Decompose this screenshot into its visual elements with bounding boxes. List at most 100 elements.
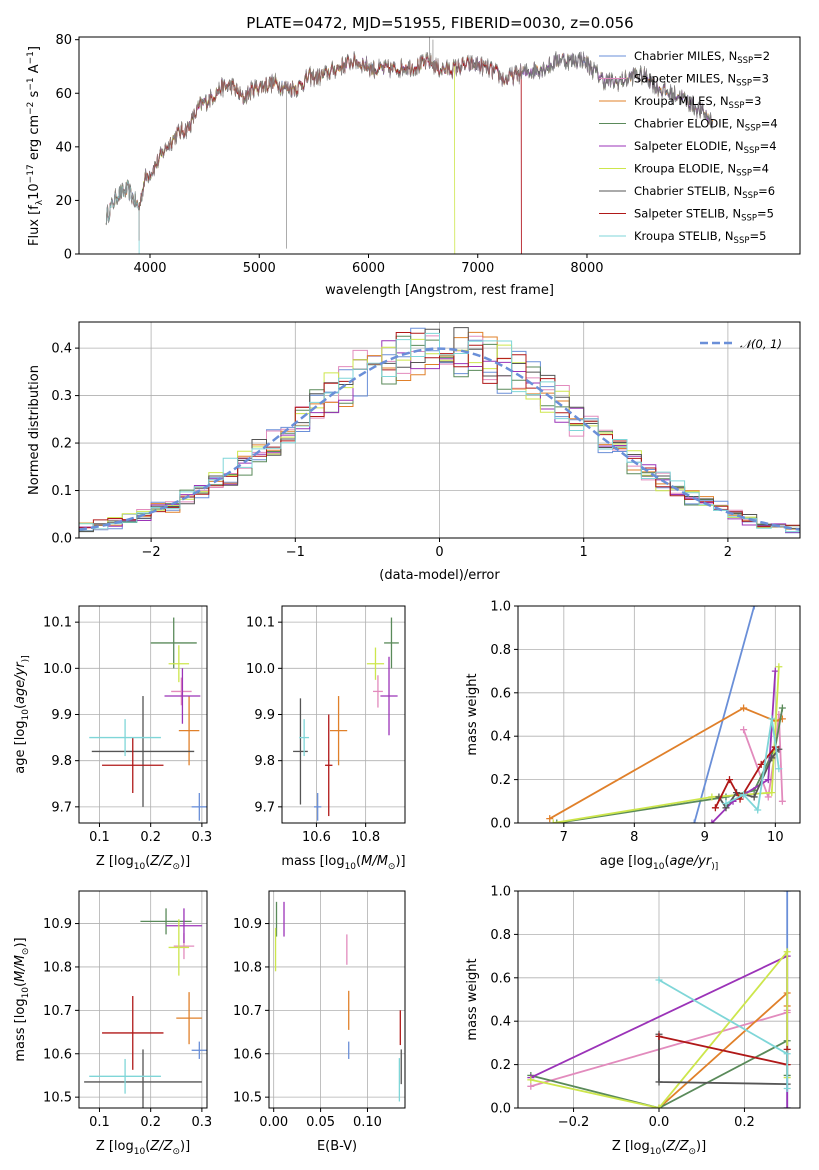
ytick-label: 0.6	[490, 971, 511, 986]
xtick-label: 0.1	[89, 830, 110, 845]
weight-marker-kroupa_elodie	[783, 948, 791, 956]
xtick-label: 0.10	[353, 1115, 382, 1130]
ytick-label: 0.1	[51, 484, 72, 499]
axes-frame	[517, 605, 801, 824]
xtick-label: 1	[580, 545, 588, 560]
spectrum-panel: 4000 5000 6000 7000 8000 0 20 40 60 80 wavelength …	[26, 33, 801, 298]
ytick-label: 0.0	[490, 1102, 511, 1117]
axes-frame	[268, 890, 406, 1109]
ytick-label: 20	[55, 194, 72, 209]
ytick-label: 9.9	[51, 708, 72, 723]
xtick-label: 8	[630, 830, 638, 845]
weight-marker-chabrier_miles	[750, 606, 758, 610]
ytick-label: 0.8	[490, 928, 511, 943]
weight-vs-Z-ylabel: mass weight	[465, 958, 480, 1040]
ytick-label: 9.7	[254, 800, 275, 815]
weight-marker-kroupa_elodie	[708, 793, 716, 801]
ytick-label: 0.8	[490, 643, 511, 658]
weight-line-kroupa_elodie	[553, 666, 780, 823]
weight-marker-kroupa_stelib	[783, 1050, 791, 1058]
ytick-label: 40	[55, 140, 72, 155]
weight-marker-salpeter_elodie	[708, 819, 716, 823]
spectrum-ylabel: Flux [fλ10−17 erg cm−2 s−1 A−1]	[26, 46, 45, 246]
mass-vs-Z-points	[84, 908, 207, 1108]
xtick-label: 10.6	[302, 830, 331, 845]
weight-vs-Z-ylabel-group: mass weight	[465, 958, 480, 1040]
weight-marker-salpeter_elodie	[764, 776, 772, 784]
weight-marker-kroupa_stelib	[783, 1084, 791, 1092]
weight-marker-chabrier_miles	[783, 891, 791, 895]
ytick-label: 10.5	[43, 1091, 72, 1106]
ytick-label: 10.9	[43, 917, 72, 932]
ytick-label: 0.0	[490, 817, 511, 832]
grid	[269, 891, 405, 1108]
age-vs-Z-xlabel: Z [log10(Z/Z⊙)]	[96, 854, 190, 872]
xtick-label: 0.00	[259, 1115, 288, 1130]
ytick-label: 0	[64, 248, 72, 263]
mass-vs-Z-ylabel-group: mass [log10(M/M⊙)]	[13, 937, 31, 1061]
ytick-label: 9.7	[51, 800, 72, 815]
weight-marker-salpeter_miles	[527, 1082, 535, 1090]
ytick-label: 10.1	[246, 616, 275, 631]
axes-frame	[281, 605, 406, 824]
weight-marker-chabrier_stelib	[655, 1078, 663, 1086]
xtick-label: 10	[767, 830, 784, 845]
histogram-salpeter_elodie	[79, 340, 800, 534]
weight-marker-kroupa_elodie	[655, 1104, 663, 1108]
ytick-label: 10.7	[43, 1004, 72, 1019]
mass-vs-Z-xlabel: Z [log10(Z/Z⊙)]	[96, 1139, 190, 1157]
legend-label-salpeter_miles: Salpeter MILES, NSSP=3	[634, 72, 769, 89]
weight-marker-salpeter_miles	[740, 726, 748, 734]
ytick-label: 9.9	[254, 708, 275, 723]
weight-marker-kroupa_elodie	[775, 663, 783, 671]
weight-marker-salpeter_stelib	[757, 760, 765, 768]
xtick-label: 0.3	[192, 830, 213, 845]
ytick-label: 10.6	[233, 1047, 262, 1062]
weight-vs-Z-series	[527, 891, 791, 1108]
weight-line-kroupa_stelib	[658, 979, 789, 1089]
residuals-panel: −2 −1 0 1 2 0.0 0.1 0.2 0.3 0.4 𝒩(0, 1) (data-model…	[27, 321, 801, 583]
grid	[282, 606, 405, 823]
weight-marker-kroupa_elodie	[527, 1076, 535, 1084]
ytick-label: 9.8	[51, 754, 72, 769]
xtick-label: 0.2	[140, 830, 161, 845]
weight-marker-chabrier_elodie	[553, 819, 561, 823]
weight-vs-Z-xlabel: Z [log10(Z/Z⊙)]	[612, 1139, 706, 1157]
weight-vs-age-panel: 7 8 9 10 0.0 0.2 0.4 0.6 0.8 1.0 age [log10(age/yr…	[465, 600, 801, 872]
legend-label-chabrier_elodie: Chabrier ELODIE, NSSP=4	[634, 117, 778, 134]
legend-label-kroupa_miles: Kroupa MILES, NSSP=3	[634, 94, 761, 111]
xtick-label: −1	[286, 545, 305, 560]
age-vs-Z-ylabel-group: age [log10(age/yr)]	[13, 655, 31, 773]
normal-legend-label: 𝒩(0, 1)	[740, 337, 782, 351]
spectrum-ylabel-group: Flux [fλ10−17 erg cm−2 s−1 A−1]	[26, 46, 45, 246]
age-vs-Z-ylabel: age [log10(age/yr)]	[13, 655, 31, 773]
spectrum-lines	[105, 37, 713, 254]
normal-curve	[79, 347, 800, 531]
model-spectrum-kroupa_stelib	[105, 180, 140, 254]
weight-marker-kroupa_stelib	[754, 806, 762, 814]
weight-marker-kroupa_stelib	[655, 976, 663, 984]
ytick-label: 0.0	[51, 532, 72, 547]
ytick-label: 0.4	[51, 342, 72, 357]
xtick-label: 0	[435, 545, 443, 560]
xtick-label: 0.0	[649, 1115, 670, 1130]
xtick-label: 4000	[133, 261, 166, 276]
weight-marker-chabrier_stelib	[750, 793, 758, 801]
weight-marker-chabrier_elodie	[778, 704, 786, 712]
ytick-label: 10.8	[43, 960, 72, 975]
xtick-label: 9	[701, 830, 709, 845]
weight-line-kroupa_elodie	[530, 949, 789, 1108]
xtick-label: 8000	[570, 261, 603, 276]
spectrum-title: PLATE=0472, MJD=51955, FIBERID=0030, z=0…	[246, 14, 633, 32]
age-vs-mass-points	[293, 617, 399, 821]
residuals-ylabel-group: Normed distribution	[27, 365, 42, 495]
weight-vs-Z-panel: −0.2 0.0 0.2 0.0 0.2 0.4 0.6 0.8 1.0 Z [log10(Z/Z…	[465, 885, 801, 1157]
ytick-label: 10.0	[246, 662, 275, 677]
weight-marker-kroupa_stelib	[768, 715, 776, 723]
weight-marker-salpeter_stelib	[726, 776, 733, 784]
xtick-label: 7000	[461, 261, 494, 276]
xtick-label: 0.2	[734, 1115, 755, 1130]
xtick-label: 5000	[243, 261, 276, 276]
weight-marker-salpeter_stelib	[655, 1032, 663, 1040]
ytick-label: 10.0	[43, 662, 72, 677]
